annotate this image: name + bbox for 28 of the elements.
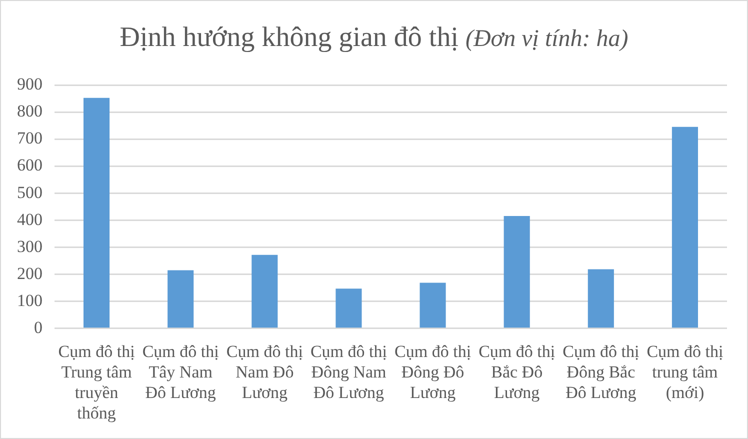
bar (420, 282, 446, 328)
y-tick-label: 700 (17, 128, 42, 148)
bar (588, 269, 614, 328)
chart-subtitle: (Đơn vị tính: ha) (465, 26, 628, 52)
y-tick-label: 0 (34, 318, 42, 337)
y-tick-label: 600 (17, 156, 42, 175)
y-tick-label: 800 (17, 102, 42, 121)
chart-title: Định hướng không gian đô thị (120, 22, 458, 53)
bar (252, 254, 278, 328)
bar (672, 126, 698, 328)
x-tick-label: Cụm đô thị Đông Bắc Đô Lương (562, 342, 640, 402)
x-tick-label: Cụm đô thị Tây Nam Đô Lương (142, 342, 220, 402)
x-tick-label: Cụm đô thị Nam Đô Lương (226, 342, 304, 402)
y-tick-label: 200 (17, 264, 42, 283)
y-tick-label: 400 (17, 210, 42, 229)
y-tick-label: 900 (17, 74, 42, 94)
x-tick-label: Cụm đô thị Trung tâm truyền thống (58, 342, 136, 422)
bar (504, 216, 530, 328)
x-tick-label: Cụm đô thị Đông Nam Đô Lương (310, 342, 388, 402)
bar (84, 98, 110, 328)
bar (168, 270, 194, 328)
x-tick-label: Cụm đô thị Bắc Đô Lương (478, 342, 556, 402)
x-tick-label: Cụm đô thị Đông Đô Lương (394, 342, 472, 402)
y-tick-label: 100 (17, 290, 42, 310)
y-tick-label: 500 (17, 182, 42, 202)
x-tick-label: Cụm đô thị trung tâm (mới) (646, 342, 724, 402)
bar (336, 288, 362, 328)
y-tick-label: 300 (17, 236, 42, 256)
